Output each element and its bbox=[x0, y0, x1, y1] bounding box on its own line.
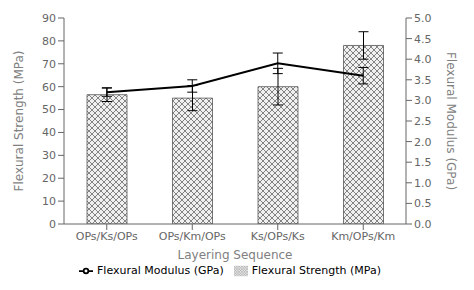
svg-text:1.0: 1.0 bbox=[414, 177, 432, 190]
svg-text:0: 0 bbox=[49, 218, 56, 231]
svg-text:5.0: 5.0 bbox=[414, 12, 432, 25]
svg-text:30: 30 bbox=[42, 149, 56, 162]
svg-text:60: 60 bbox=[42, 81, 56, 94]
svg-text:1.5: 1.5 bbox=[414, 156, 432, 169]
svg-text:2.5: 2.5 bbox=[414, 115, 432, 128]
svg-text:Layering Sequence: Layering Sequence bbox=[177, 248, 292, 262]
svg-text:2.0: 2.0 bbox=[414, 136, 432, 149]
svg-text:90: 90 bbox=[42, 12, 56, 25]
html-text:Flexural Modulus (GPa): Flexural Modulus (GPa) bbox=[97, 264, 224, 277]
svg-text:10: 10 bbox=[42, 195, 56, 208]
svg-text:70: 70 bbox=[42, 58, 56, 71]
svg-text:40: 40 bbox=[42, 126, 56, 139]
svg-text:80: 80 bbox=[42, 35, 56, 48]
svg-text:OPs/Ks/OPs: OPs/Ks/OPs bbox=[76, 230, 138, 243]
svg-text:3.5: 3.5 bbox=[414, 74, 432, 87]
svg-text:20: 20 bbox=[42, 172, 56, 185]
svg-text:0.5: 0.5 bbox=[414, 197, 432, 210]
svg-text:3.0: 3.0 bbox=[414, 94, 432, 107]
svg-text:Flexural Strength (MPa): Flexural Strength (MPa) bbox=[12, 50, 26, 191]
svg-text:4.0: 4.0 bbox=[414, 53, 432, 66]
svg-text:50: 50 bbox=[42, 103, 56, 116]
svg-text:4.5: 4.5 bbox=[414, 33, 432, 46]
svg-text:0.0: 0.0 bbox=[414, 218, 432, 231]
svg-text:OPs/Km/OPs: OPs/Km/OPs bbox=[159, 230, 226, 243]
svg-text:Ks/OPs/Ks: Ks/OPs/Ks bbox=[251, 230, 305, 243]
svg-text:Km/OPs/Km: Km/OPs/Km bbox=[331, 230, 395, 243]
svg-text:Flexural Modulus (GPa): Flexural Modulus (GPa) bbox=[444, 52, 458, 190]
html-text:Flexural Strength (MPa): Flexural Strength (MPa) bbox=[251, 264, 381, 277]
